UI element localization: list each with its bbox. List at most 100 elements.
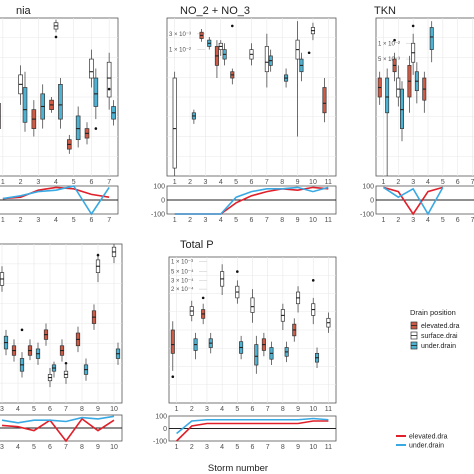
diff-x-tick-label: 6 — [456, 217, 460, 224]
diff-y-tick-label: 0 — [163, 426, 167, 433]
box-under-7 — [268, 49, 273, 72]
panel-title: TKN — [374, 5, 396, 17]
diff-x-tick-label: 5 — [235, 444, 239, 451]
x-tick-label: 9 — [296, 179, 300, 186]
x-tick-label: 2 — [396, 179, 400, 186]
diff-x-tick-label: 9 — [296, 217, 300, 224]
x-tick-label: 6 — [251, 406, 255, 413]
box-under-3 — [207, 36, 212, 50]
box-under-4 — [19, 352, 25, 378]
x-tick-label: 5 — [72, 179, 76, 186]
box-under-5 — [75, 106, 81, 148]
facet-panels: nia 1 2 3 4 5 6 7 1 2 3 4 5 6 7 NO_2 + NO_3 3 × 10⁻³ 1 × … — [0, 5, 474, 451]
x-tick-label: 8 — [80, 406, 84, 413]
box-surface-8 — [280, 303, 285, 330]
box-body — [264, 46, 269, 73]
box-under-2 — [22, 71, 28, 132]
box-elevated-5 — [66, 134, 72, 154]
box-elevated-3 — [199, 29, 204, 42]
box-elevated-3 — [31, 100, 37, 137]
box-under-5 — [239, 335, 244, 360]
diff-x-tick-label: 5 — [441, 217, 445, 224]
box-under-2 — [191, 109, 196, 124]
y-tick-label: 5 × 10⁻³ — [378, 57, 400, 63]
panel-title: Total P — [180, 239, 214, 251]
line-legend-items: elevated.dra under.drain — [396, 434, 448, 450]
y-tick-label: 3 × 10⁻⁴ — [171, 277, 194, 284]
box-surface-6 — [249, 43, 254, 66]
diff-x-tick-label: 3 — [0, 444, 4, 451]
diff-series-elevated — [383, 186, 444, 216]
diff-series-elevated — [176, 420, 329, 442]
diff-x-tick-label: 1 — [381, 217, 385, 224]
x-tick-label: 7 — [266, 406, 270, 413]
x-tick-label: 2 — [19, 179, 23, 186]
x-tick-label: 8 — [280, 179, 284, 186]
y-tick-label: 1 × 10⁻³ — [171, 259, 193, 265]
x-tick-label: 3 — [411, 179, 415, 186]
x-tick-label: 11 — [325, 179, 332, 186]
x-tick-label: 2 — [188, 179, 192, 186]
legend-title: Drain position — [410, 308, 456, 317]
x-tick-label: 7 — [471, 179, 474, 186]
box-under-4 — [429, 21, 434, 63]
box-under-8 — [284, 341, 289, 363]
box-elevated-1 — [170, 321, 175, 371]
outlier-point — [107, 87, 111, 91]
x-tick-label: 4 — [426, 179, 430, 186]
diff-x-tick-label: 7 — [266, 444, 270, 451]
box-surface-6 — [250, 289, 255, 323]
box-elevated-9 — [91, 304, 97, 330]
x-tick-label: 4 — [54, 179, 58, 186]
box-under-4 — [222, 43, 227, 66]
diff-x-tick-label: 7 — [64, 444, 68, 451]
box-surface-11 — [326, 312, 331, 333]
box-surface-5 — [235, 280, 240, 304]
box-under-6 — [254, 335, 259, 374]
diff-series-under — [1, 415, 115, 424]
box-under-7 — [269, 341, 274, 366]
box-surface-2 — [396, 65, 401, 107]
box-body — [93, 77, 99, 107]
box-under-7 — [111, 100, 116, 126]
outlier-point — [20, 328, 24, 332]
diff-x-tick-label: 7 — [265, 217, 269, 224]
box-elevated-11 — [322, 78, 327, 123]
legend-label: under.drain — [421, 343, 456, 350]
box-under-4 — [58, 78, 63, 129]
box-surface-3 — [0, 266, 5, 292]
x-tick-label: 6 — [89, 179, 93, 186]
x-tick-label: 1 — [173, 179, 177, 186]
x-tick-label: 9 — [296, 406, 300, 413]
box-body — [172, 77, 177, 169]
x-tick-label: 7 — [64, 406, 68, 413]
diff-x-tick-label: 3 — [36, 217, 40, 224]
x-tick-label: 11 — [325, 406, 332, 413]
diff-x-tick-label: 5 — [32, 444, 36, 451]
line-legend-item-elevated: elevated.dra — [396, 434, 448, 441]
panel-totalp: Total P 1 × 10⁻³ 5 × 10⁻⁴3 × 10⁻⁴ 2 × 10⁻⁴ 1… — [153, 239, 337, 451]
box-body — [89, 58, 94, 79]
diff-series-elevated — [1, 417, 115, 443]
diff-x-tick-label: 9 — [96, 444, 100, 451]
diff-x-tick-label: 3 — [203, 217, 207, 224]
box-elevated-7 — [261, 332, 266, 357]
box-body — [106, 61, 112, 98]
x-tick-label: 9 — [96, 406, 100, 413]
box-surface-6 — [89, 49, 94, 88]
outlier-point — [96, 253, 100, 257]
line-legend-label: under.drain — [409, 443, 444, 450]
box-under-10 — [315, 347, 320, 368]
diff-x-tick-label: 5 — [72, 217, 76, 224]
y-tick-label: 2 × 10⁻⁴ — [171, 286, 194, 293]
line-legend: elevated.dra under.drain — [396, 434, 448, 450]
outlier-point — [411, 24, 415, 28]
diff-strip: 3 4 5 6 7 8 9 10 — [0, 414, 123, 451]
box-surface-10 — [311, 297, 316, 325]
diff-x-tick-label: 4 — [54, 217, 58, 224]
x-tick-label: 6 — [456, 179, 460, 186]
x-tick-label: 1 — [1, 179, 5, 186]
box-elevated-4 — [11, 339, 17, 362]
diff-x-tick-label: 2 — [190, 444, 194, 451]
